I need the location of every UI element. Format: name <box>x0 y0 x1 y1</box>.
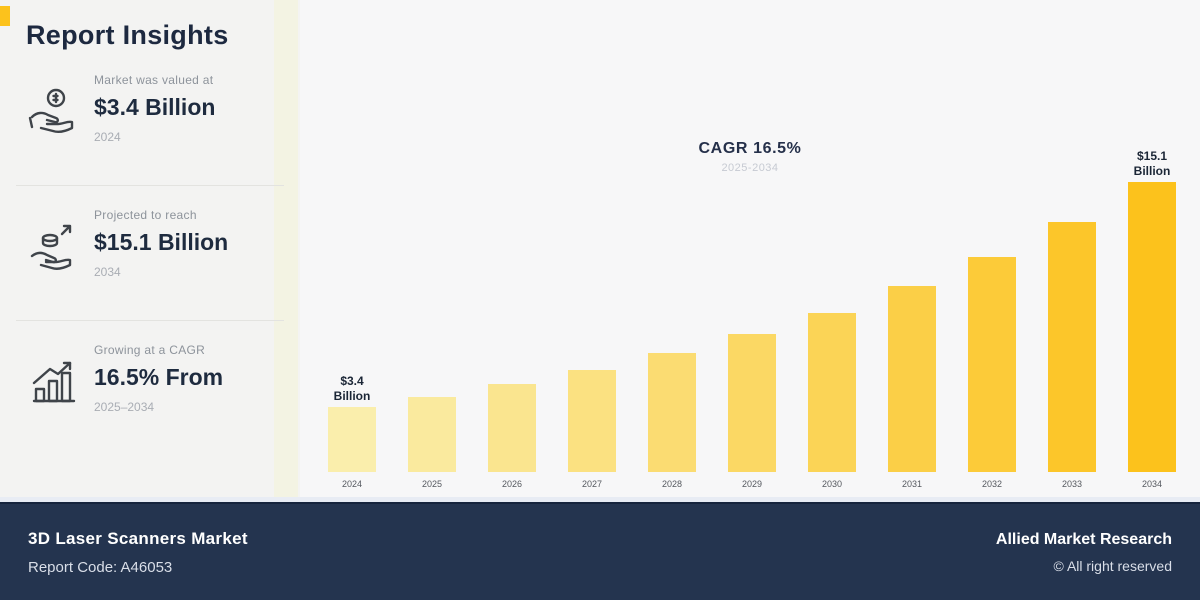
bar-column: 2025 <box>408 102 456 494</box>
growth-chart-icon <box>26 355 80 409</box>
bar <box>408 397 456 472</box>
stat-year: 2025–2034 <box>94 400 155 414</box>
bar <box>488 384 536 472</box>
bar-column: 2026 <box>488 102 536 494</box>
bar-column: 2033 <box>1048 102 1096 494</box>
cagr-period-label: 2025-2034 <box>721 162 779 174</box>
insights-panel: Report Insights Market was valued at $3.… <box>0 0 300 502</box>
bar-column: $3.4 Billion 2024 <box>328 102 376 494</box>
stat-card-cagr: Growing at a CAGR 16.5% From 2025–2034 <box>16 320 284 455</box>
brand-name: Allied Market Research <box>995 530 1172 548</box>
x-axis-label: 2028 <box>661 479 683 489</box>
cagr-annotation: CAGR 16.5% 2025-2034 <box>300 140 1200 174</box>
stat-value: $15.1 Billion <box>94 229 229 255</box>
x-axis-label: 2026 <box>501 479 523 489</box>
bar-chart-area: CAGR 16.5% 2025-2034 $3.4 Billion 2024 2025… <box>300 0 1200 502</box>
bar <box>728 334 776 472</box>
x-axis-label: 2033 <box>1061 479 1083 489</box>
footer-bar: 3D Laser Scanners Market Report Code: A4… <box>0 502 1200 600</box>
x-axis-label: 2029 <box>741 479 763 489</box>
x-axis-label: 2032 <box>981 479 1003 489</box>
page-title: Report Insights <box>26 20 229 50</box>
x-axis-label: 2031 <box>901 479 923 489</box>
bar-column: $15.1 Billion 2034 <box>1128 102 1176 494</box>
investment-hand-icon <box>26 220 80 274</box>
bar <box>968 257 1016 472</box>
bar-value-label: $15.1 Billion <box>1133 149 1171 178</box>
stat-year: 2024 <box>94 130 121 144</box>
bar-column: 2032 <box>968 102 1016 494</box>
x-axis-label: 2025 <box>421 479 443 489</box>
x-axis-label: 2030 <box>821 479 843 489</box>
x-axis-label: 2034 <box>1141 479 1163 489</box>
bar <box>648 353 696 472</box>
x-axis-label: 2027 <box>581 479 603 489</box>
accent-mark <box>0 6 10 26</box>
bar <box>568 370 616 472</box>
bar-value-label: $3.4 Billion <box>333 374 371 403</box>
stat-value: $3.4 Billion <box>94 94 216 120</box>
stat-caption: Growing at a CAGR <box>94 343 206 357</box>
stat-card-projection: Projected to reach $15.1 Billion 2034 <box>16 185 284 320</box>
bar-chart: $3.4 Billion 2024 2025 2026 2027 2028 2029 2030 2… <box>328 102 1176 494</box>
bar <box>328 407 376 472</box>
cagr-label: CAGR 16.5% <box>698 140 802 157</box>
market-title: 3D Laser Scanners Market <box>28 528 248 548</box>
bar-column: 2031 <box>888 102 936 494</box>
bar <box>808 313 856 472</box>
panel-edge-strip <box>274 0 298 502</box>
copyright-text: © All right reserved <box>1053 557 1172 574</box>
bar-column: 2028 <box>648 102 696 494</box>
stat-year: 2034 <box>94 265 121 279</box>
report-code: Report Code: A46053 <box>28 558 173 576</box>
stat-caption: Projected to reach <box>94 208 197 222</box>
bar-column: 2027 <box>568 102 616 494</box>
bar-column: 2030 <box>808 102 856 494</box>
stat-value: 16.5% From <box>94 364 224 390</box>
bar <box>1048 222 1096 472</box>
divider-strip <box>0 497 1200 502</box>
bar <box>888 286 936 472</box>
bar-column: 2029 <box>728 102 776 494</box>
money-in-hand-icon <box>26 85 80 139</box>
stat-card-current-value: Market was valued at $3.4 Billion 2024 <box>16 51 284 185</box>
x-axis-label: 2024 <box>341 479 363 489</box>
stat-caption: Market was valued at <box>94 73 214 87</box>
bar <box>1128 182 1176 472</box>
